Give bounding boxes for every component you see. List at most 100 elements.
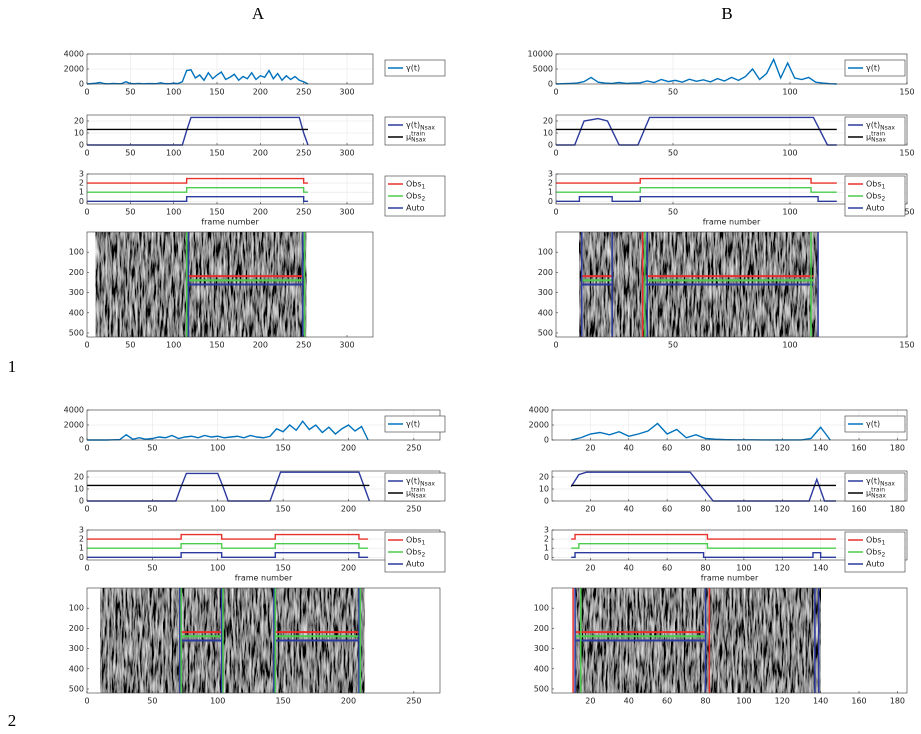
y-tick-label: 2000	[64, 65, 84, 74]
x-tick-label: 250	[296, 88, 311, 97]
y-tick-label: 300	[69, 644, 84, 653]
x-tick-label: 100	[736, 697, 751, 706]
legend-subscript: 1	[422, 540, 426, 547]
x-tick-label: 100	[736, 505, 751, 514]
y-tick-label: 1	[79, 188, 84, 197]
series-line	[571, 533, 836, 540]
x-tick-label: 50	[668, 208, 678, 217]
x-tick-label: 50	[125, 88, 135, 97]
legend-box	[384, 59, 446, 77]
x-tick-label: 80	[700, 505, 710, 514]
legend-label: Auto	[406, 204, 425, 213]
legend-label: Obs	[406, 548, 422, 557]
x-tick-label: 150	[209, 88, 224, 97]
x-tick-label: 150	[275, 697, 290, 706]
x-tick-label: 150	[899, 88, 914, 97]
y-tick-label: 4000	[64, 406, 84, 415]
series-line	[87, 420, 369, 441]
x-tick-label: 100	[166, 341, 181, 350]
y-tick-label: 0	[79, 497, 84, 506]
legend-subscript: Nsax	[880, 481, 895, 488]
x-tick-label: 200	[253, 341, 268, 350]
column-label: B	[721, 4, 732, 23]
x-tick-label: 0	[84, 444, 89, 453]
x-tick-label: 100	[166, 88, 181, 97]
x-tick-label: 100	[736, 444, 751, 453]
x-tick-label: 120	[775, 697, 790, 706]
legend-superscript: train	[411, 487, 425, 494]
x-tick-label: 50	[668, 149, 678, 158]
series-line	[555, 57, 837, 85]
legend-subscript: Nsax	[411, 493, 426, 500]
x-tick-label: 100	[782, 88, 797, 97]
x-tick-label: 160	[851, 505, 866, 514]
legend-box	[384, 472, 446, 502]
y-tick-label: 300	[534, 644, 549, 653]
y-tick-label: 0	[79, 141, 84, 150]
legend-superscript: train	[871, 131, 885, 138]
axes-frame	[86, 114, 374, 146]
series-line	[570, 471, 836, 502]
legend-label: μ	[406, 133, 411, 142]
y-tick-label: 10	[539, 485, 549, 494]
legend-label: Auto	[406, 560, 425, 569]
x-tick-label: 0	[84, 505, 89, 514]
x-tick-label: 150	[209, 341, 224, 350]
y-tick-label: 10	[74, 485, 84, 494]
x-tick-label: 80	[700, 444, 710, 453]
x-tick-label: 200	[341, 505, 356, 514]
x-tick-label: 20	[585, 505, 595, 514]
legend-label: Obs	[866, 192, 882, 201]
x-tick-label: 40	[624, 444, 634, 453]
y-tick-label: 2	[79, 179, 84, 188]
y-tick-label: 200	[69, 624, 84, 633]
x-tick-label: 100	[782, 149, 797, 158]
x-tick-label: 250	[296, 341, 311, 350]
x-tick-label: 60	[662, 505, 672, 514]
series-line	[556, 186, 837, 193]
legend-subscript: 2	[422, 552, 426, 559]
y-tick-label: 2000	[64, 421, 84, 430]
y-tick-label: 2	[544, 535, 549, 544]
x-tick-label: 120	[775, 505, 790, 514]
x-tick-label: 160	[851, 444, 866, 453]
series-line	[87, 186, 308, 193]
legend-label: γ(t)	[866, 121, 880, 130]
legend-label: γ(t)	[866, 477, 880, 486]
legend-label: μ	[866, 133, 871, 142]
series-line	[556, 177, 837, 184]
y-tick-label: 3	[79, 170, 84, 179]
legend-label: γ(t)	[406, 64, 420, 73]
legend-subscript: Nsax	[420, 125, 435, 132]
x-tick-label: 50	[125, 341, 135, 350]
x-tick-label: 100	[782, 341, 797, 350]
legend-label: Obs	[866, 536, 882, 545]
legend-subscript: Nsax	[880, 125, 895, 132]
legend-subscript: Nsax	[420, 481, 435, 488]
y-tick-label: 400	[69, 664, 84, 673]
legend-subscript: 2	[422, 196, 426, 203]
legend-subscript: 2	[882, 552, 886, 559]
y-tick-label: 1	[548, 188, 553, 197]
x-tick-label: 100	[210, 697, 225, 706]
x-tick-label: 140	[813, 444, 828, 453]
legend-label: Obs	[406, 536, 422, 545]
x-tick-label: 140	[813, 564, 828, 573]
x-tick-label: 50	[147, 444, 157, 453]
x-tick-label: 0	[84, 208, 89, 217]
axes-frame	[551, 470, 908, 502]
series-line	[571, 552, 836, 558]
legend-box	[844, 415, 906, 433]
x-tick-label: 80	[700, 697, 710, 706]
y-tick-label: 400	[534, 664, 549, 673]
y-tick-label: 100	[69, 604, 84, 613]
x-tick-label: 20	[585, 444, 595, 453]
x-tick-label: 50	[668, 341, 678, 350]
y-tick-label: 5000	[533, 65, 553, 74]
legend-subscript: Nsax	[871, 493, 886, 500]
x-tick-label: 20	[585, 564, 595, 573]
x-tick-label: 150	[275, 564, 290, 573]
x-tick-label: 180	[890, 444, 905, 453]
legend-superscript: train	[871, 487, 885, 494]
